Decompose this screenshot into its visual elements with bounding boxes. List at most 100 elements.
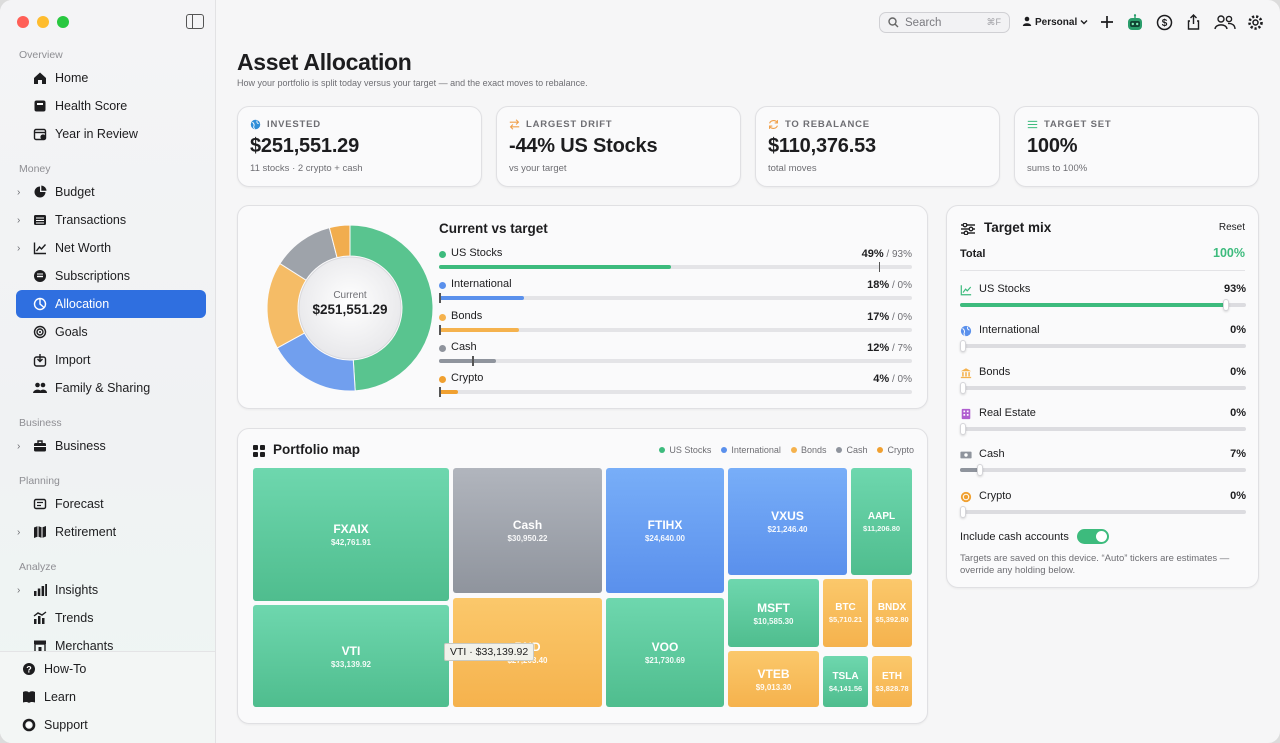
legend-item: Cash <box>836 445 867 455</box>
treemap-tile-btc[interactable]: BTC $5,710.21 <box>823 579 868 647</box>
sidebar-item-budget[interactable]: › Budget <box>16 178 206 206</box>
legend-label: Bonds <box>800 445 827 455</box>
treemap-tile-aapl[interactable]: AAPL $11,206.80 <box>851 468 912 575</box>
question-icon: ? <box>22 662 36 676</box>
treemap-tile-vxus[interactable]: VXUS $21,246.40 <box>728 468 847 575</box>
treemap-tile-ftihx[interactable]: FTIHX $24,640.00 <box>606 468 724 593</box>
allocation-bar-track <box>439 262 912 272</box>
sidebar-toggle-icon[interactable] <box>186 14 204 29</box>
sidebar-item-label: Allocation <box>55 297 110 311</box>
sidebar-item-home[interactable]: Home <box>16 64 206 92</box>
current-vs-target-card: Current $251,551.29 Current vs target US… <box>237 205 928 409</box>
sidebar-item-import[interactable]: Import <box>16 346 206 374</box>
sidebar-item-health-score[interactable]: Health Score <box>16 92 206 120</box>
include-cash-toggle[interactable] <box>1077 529 1109 544</box>
gear-icon[interactable] <box>1246 13 1264 31</box>
target-value: 0% <box>1230 489 1246 502</box>
treemap-tile-eth[interactable]: ETH $3,828.78 <box>872 656 912 707</box>
chevron-right-icon[interactable]: › <box>17 186 21 198</box>
target-marker <box>439 324 441 335</box>
treemap-tile-voo[interactable]: VOO $21,730.69 <box>606 598 724 707</box>
target-slider[interactable] <box>960 422 1246 435</box>
tile-value: $5,710.21 <box>828 615 863 624</box>
sidebar-item-how-to[interactable]: ? How-To <box>5 655 206 683</box>
profile-switcher[interactable]: Personal <box>1022 16 1088 29</box>
divider <box>960 270 1245 271</box>
zoom-window-button[interactable] <box>57 16 69 28</box>
target-slider-knob[interactable] <box>960 422 966 435</box>
sidebar-item-label: Learn <box>44 690 76 704</box>
kpi-subtext: 11 stocks · 2 crypto + cash <box>250 163 363 174</box>
donut-slice-crypto[interactable] <box>328 224 351 259</box>
treemap-tile-tsla[interactable]: TSLA $4,141.56 <box>823 656 868 707</box>
sidebar-item-net-worth[interactable]: › Net Worth <box>16 234 206 262</box>
search-input[interactable]: Search ⌘F <box>879 12 1010 33</box>
treemap-tile-vteb[interactable]: VTEB $9,013.30 <box>728 651 819 707</box>
chevron-right-icon[interactable]: › <box>17 242 21 254</box>
donut-slice-us-stocks[interactable] <box>349 224 434 392</box>
sidebar-item-trends[interactable]: Trends <box>16 604 206 632</box>
health-score-icon <box>33 99 47 113</box>
target-row-real-estate: Real Estate 0% <box>960 407 1246 447</box>
tile-value: $21,246.40 <box>767 525 808 534</box>
kpi-label: LARGEST DRIFT <box>526 119 613 130</box>
treemap-tile-bndx[interactable]: BNDX $5,392.80 <box>872 579 912 647</box>
target-slider[interactable] <box>960 505 1246 518</box>
sidebar-item-merchants[interactable]: Merchants <box>16 632 206 651</box>
sidebar-item-subscriptions[interactable]: Subscriptions <box>16 262 206 290</box>
target-slider[interactable] <box>960 299 1246 311</box>
legend-item: International <box>721 445 781 455</box>
sidebar-item-year-in-review[interactable]: Year in Review <box>16 120 206 148</box>
sidebar-section-title: Analyze <box>19 561 57 573</box>
family-icon[interactable] <box>1214 13 1236 31</box>
chevron-right-icon[interactable]: › <box>17 584 21 596</box>
target-slider-knob[interactable] <box>977 464 984 477</box>
chevron-right-icon[interactable]: › <box>17 526 21 538</box>
assistant-robot-icon[interactable] <box>1126 13 1144 31</box>
sidebar-item-learn[interactable]: Learn <box>5 683 206 711</box>
target-row-bonds: Bonds 0% <box>960 366 1246 406</box>
allocation-percentages: 17% / 0% <box>867 311 912 323</box>
target-slider-knob[interactable] <box>960 505 966 518</box>
calendar-icon <box>33 127 47 141</box>
svg-text:$: $ <box>1161 18 1167 29</box>
sidebar-item-label: Goals <box>55 325 88 339</box>
target-slider-knob[interactable] <box>1222 299 1229 311</box>
target-percent: / 7% <box>891 342 912 354</box>
sidebar-item-insights[interactable]: › Insights <box>16 576 206 604</box>
treemap-tile-cash[interactable]: Cash $30,950.22 <box>453 468 602 593</box>
sliders-icon <box>1027 119 1038 130</box>
sidebar-item-transactions[interactable]: › Transactions <box>16 206 206 234</box>
target-row-cash: Cash 7% <box>960 448 1246 488</box>
reset-button[interactable]: Reset <box>1218 222 1245 233</box>
target-percent: / 0% <box>891 311 912 323</box>
target-slider-knob[interactable] <box>960 381 966 394</box>
sidebar-item-forecast[interactable]: Forecast <box>16 490 206 518</box>
sidebar-item-allocation[interactable]: Allocation <box>16 290 206 318</box>
target-slider[interactable] <box>960 381 1246 394</box>
share-icon[interactable] <box>1184 13 1202 31</box>
plus-icon[interactable] <box>1098 13 1116 31</box>
minimize-window-button[interactable] <box>37 16 49 28</box>
sidebar-item-retirement[interactable]: › Retirement <box>16 518 206 546</box>
close-window-button[interactable] <box>17 16 29 28</box>
treemap-tile-msft[interactable]: MSFT $10,585.30 <box>728 579 819 647</box>
treemap-tile-vti[interactable]: VTI $33,139.92 <box>253 605 449 707</box>
chevron-right-icon[interactable]: › <box>17 214 21 226</box>
sidebar-item-family-sharing[interactable]: Family & Sharing <box>16 374 206 402</box>
donut-hole <box>298 256 402 360</box>
target-slider-knob[interactable] <box>960 340 966 353</box>
treemap-tile-fxaix[interactable]: FXAIX $42,761.91 <box>253 468 449 601</box>
bank-icon <box>960 367 972 379</box>
sidebar-item-goals[interactable]: Goals <box>16 318 206 346</box>
portfolio-map-legend: US Stocks International Bonds Cash Crypto <box>659 445 914 455</box>
tile-value: $30,950.22 <box>507 534 548 543</box>
sidebar-item-business[interactable]: › Business <box>16 432 206 460</box>
allocation-bar-fill <box>439 358 496 363</box>
target-slider[interactable] <box>960 340 1246 353</box>
currency-exchange-icon[interactable]: $ <box>1155 13 1173 31</box>
sidebar-section-title: Money <box>19 163 51 175</box>
target-slider[interactable] <box>960 464 1246 477</box>
chevron-right-icon[interactable]: › <box>17 440 21 452</box>
sidebar-item-support[interactable]: Support <box>5 711 206 739</box>
